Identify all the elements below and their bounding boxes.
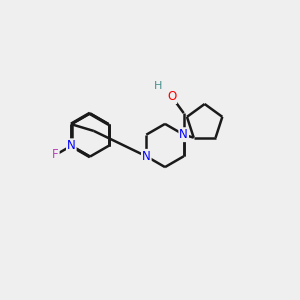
Text: F: F xyxy=(52,148,59,161)
Text: H: H xyxy=(154,81,162,91)
Text: O: O xyxy=(167,90,176,103)
Text: N: N xyxy=(179,128,188,141)
Text: N: N xyxy=(67,139,76,152)
Text: N: N xyxy=(142,150,151,163)
